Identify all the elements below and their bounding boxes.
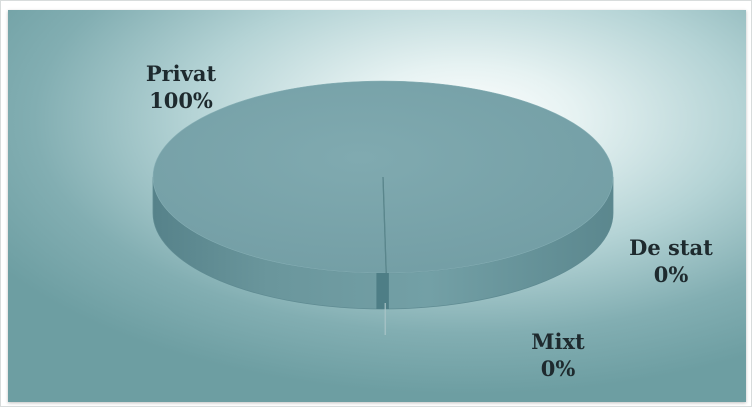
data-label-de-stat: De stat 0% bbox=[601, 234, 741, 288]
data-label-mixt: Mixt 0% bbox=[508, 328, 608, 382]
pie-slice-mixt-seam bbox=[382, 176, 387, 274]
data-label-de-stat-name: De stat bbox=[629, 235, 713, 260]
data-label-mixt-name: Mixt bbox=[531, 329, 585, 354]
pie-slice-mixt bbox=[376, 272, 389, 309]
data-label-privat-value: 100% bbox=[149, 88, 213, 113]
data-label-privat-name: Privat bbox=[145, 61, 217, 86]
data-label-de-stat-value: 0% bbox=[653, 262, 689, 287]
data-label-privat: Privat 100% bbox=[116, 60, 246, 114]
pie-chart bbox=[152, 80, 614, 335]
chart-area: Privat 100% De stat 0% Mixt 0% bbox=[8, 10, 746, 402]
data-label-mixt-value: 0% bbox=[540, 356, 576, 381]
